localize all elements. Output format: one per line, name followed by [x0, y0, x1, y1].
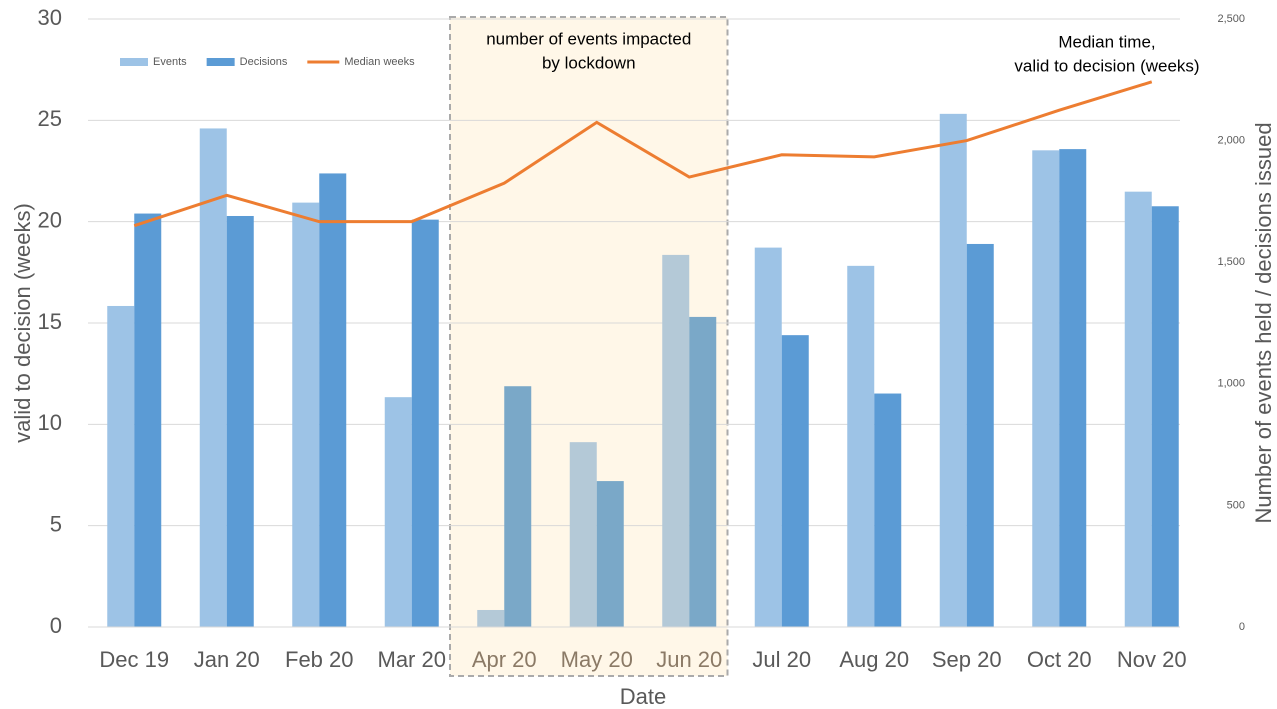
bar: [226, 215, 254, 627]
bar: [411, 219, 439, 627]
y-tick-label: 20: [38, 207, 62, 232]
x-tick-label: Apr 20: [472, 647, 537, 672]
x-axis-title: Date: [620, 684, 666, 709]
y2-tick-label: 0: [1239, 621, 1245, 633]
bar: [319, 173, 347, 627]
x-tick-label: Jan 20: [194, 647, 260, 672]
y-tick-label: 5: [50, 511, 62, 536]
line: [133, 80, 1153, 228]
y-tick-label: 30: [38, 5, 62, 30]
bar: [1032, 150, 1060, 627]
x-tick-label: Mar 20: [378, 647, 446, 672]
legend-swatch: [206, 58, 235, 66]
y2-axis-title: Number of events held / decisions issued: [1251, 122, 1276, 523]
bar: [874, 393, 902, 627]
bar: [781, 335, 809, 627]
bar: [477, 609, 505, 627]
bar: [292, 202, 320, 627]
y-axis-title: valid to decision (weeks): [10, 203, 35, 443]
bar: [939, 113, 967, 627]
bar: [384, 397, 412, 627]
x-tick-label: Sep 20: [932, 647, 1002, 672]
bar: [847, 265, 875, 627]
highlight-label: by lockdown: [542, 53, 636, 72]
bar: [199, 128, 227, 627]
y-tick-label: 10: [38, 410, 62, 435]
y-tick-label: 0: [50, 613, 62, 638]
bar: [596, 481, 624, 627]
y-tick-label: 15: [38, 309, 62, 334]
x-tick-label: Aug 20: [839, 647, 909, 672]
bar: [134, 213, 162, 627]
y-tick-label: 25: [38, 106, 62, 131]
bar: [754, 247, 782, 627]
legend-swatch: [120, 58, 148, 66]
legend-label: Median weeks: [344, 56, 415, 68]
legend-label: Decisions: [240, 56, 288, 68]
bar: [662, 254, 690, 628]
x-tick-label: Jun 20: [656, 647, 722, 672]
y2-tick-label: 2,500: [1217, 13, 1245, 25]
y2-tick-label: 1,000: [1217, 378, 1245, 390]
annotation: valid to decision (weeks): [1014, 56, 1199, 75]
x-tick-label: Dec 19: [99, 647, 169, 672]
bar: [1059, 149, 1087, 627]
bar: [1124, 191, 1152, 627]
x-tick-label: Feb 20: [285, 647, 354, 672]
bar: [504, 386, 532, 627]
y2-tick-label: 1,500: [1217, 256, 1245, 268]
bar: [966, 243, 994, 627]
bar: [689, 316, 717, 627]
bar: [1151, 206, 1179, 627]
annotation: Median time,: [1058, 32, 1155, 51]
y2-tick-label: 2,000: [1217, 135, 1245, 147]
x-tick-label: May 20: [561, 647, 633, 672]
bar: [107, 305, 135, 627]
highlight-label: number of events impacted: [486, 29, 691, 48]
bar: [569, 442, 597, 627]
x-tick-label: Nov 20: [1117, 647, 1187, 672]
x-tick-label: Jul 20: [752, 647, 811, 672]
y2-tick-label: 500: [1227, 499, 1245, 511]
x-tick-label: Oct 20: [1027, 647, 1092, 672]
legend-label: Events: [153, 56, 187, 68]
